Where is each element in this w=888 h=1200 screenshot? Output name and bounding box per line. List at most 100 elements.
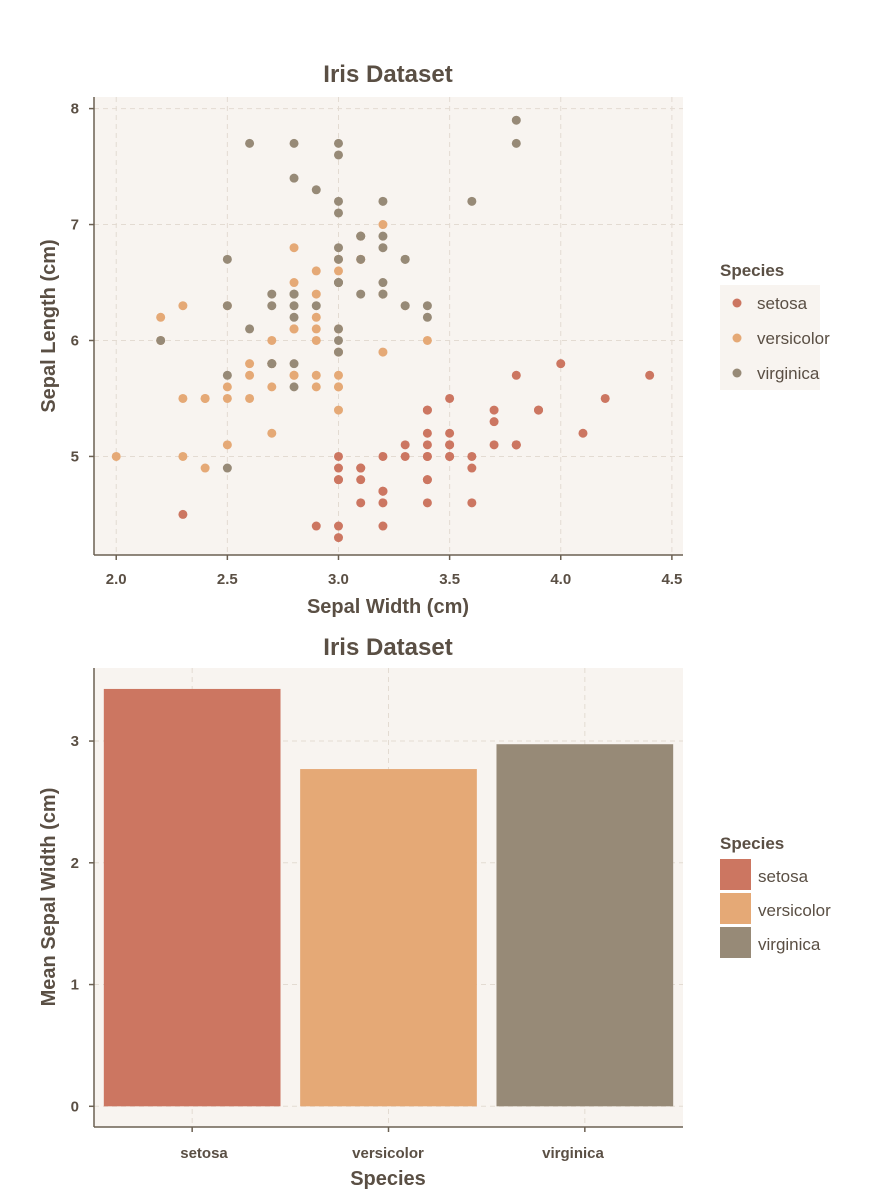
scatter-point-versicolor <box>200 463 210 473</box>
scatter-point-setosa <box>645 370 655 380</box>
scatter-point-versicolor <box>222 393 232 403</box>
scatter-point-virginica <box>467 196 477 206</box>
scatter-point-setosa <box>467 463 477 473</box>
scatter-y-tick-label: 5 <box>71 448 79 465</box>
scatter-point-versicolor <box>378 347 388 357</box>
scatter-point-virginica <box>222 254 232 264</box>
scatter-point-virginica <box>378 231 388 241</box>
scatter-point-setosa <box>378 521 388 531</box>
scatter-point-versicolor <box>200 393 210 403</box>
scatter-point-virginica <box>333 208 343 218</box>
bar-legend-label-virginica: virginica <box>758 935 821 954</box>
scatter-gridlines <box>94 97 683 555</box>
scatter-point-setosa <box>333 533 343 543</box>
scatter-point-virginica <box>333 254 343 264</box>
scatter-point-virginica <box>333 138 343 148</box>
scatter-x-tick-label: 2.0 <box>106 571 127 588</box>
scatter-point-setosa <box>422 428 432 438</box>
scatter-point-setosa <box>422 475 432 485</box>
scatter-y-ticks: 5 6 7 8 <box>71 101 94 465</box>
scatter-point-virginica <box>222 370 232 380</box>
scatter-point-setosa <box>489 440 499 450</box>
scatter-point-versicolor <box>156 312 166 322</box>
scatter-x-ticks: 2.0 2.5 3.0 3.5 4.0 4.5 <box>106 555 682 588</box>
scatter-x-axis-label: Sepal Width (cm) <box>307 596 469 618</box>
scatter-point-virginica <box>400 301 410 311</box>
scatter-point-virginica <box>378 289 388 299</box>
bar-legend-label-setosa: setosa <box>758 867 809 886</box>
scatter-point-setosa <box>378 451 388 461</box>
scatter-x-tick-label: 4.5 <box>661 571 682 588</box>
scatter-point-setosa <box>333 521 343 531</box>
scatter-point-setosa <box>489 405 499 415</box>
scatter-point-setosa <box>400 440 410 450</box>
scatter-point-virginica <box>267 289 277 299</box>
bar-y-tick-label: 3 <box>71 733 79 750</box>
scatter-point-virginica <box>333 243 343 253</box>
scatter-point-setosa <box>178 509 188 519</box>
scatter-point-setosa <box>422 440 432 450</box>
scatter-point-virginica <box>400 254 410 264</box>
scatter-point-versicolor <box>267 428 277 438</box>
bar-y-tick-label: 2 <box>71 855 79 872</box>
scatter-point-versicolor <box>245 370 255 380</box>
scatter-point-virginica <box>333 196 343 206</box>
scatter-point-setosa <box>445 393 455 403</box>
scatter-x-tick-label: 4.0 <box>550 571 571 588</box>
scatter-point-virginica <box>267 301 277 311</box>
bar-legend: Species setosa versicolor virginica <box>720 834 831 958</box>
scatter-point-virginica <box>333 324 343 334</box>
scatter-y-tick-label: 7 <box>71 217 79 234</box>
scatter-plot-panel <box>94 97 683 555</box>
scatter-point-setosa <box>489 417 499 427</box>
scatter-point-versicolor <box>311 370 321 380</box>
bar-category-label-setosa: setosa <box>180 1145 228 1162</box>
scatter-point-versicolor <box>222 382 232 392</box>
scatter-point-setosa <box>333 463 343 473</box>
scatter-point-versicolor <box>178 451 188 461</box>
scatter-point-versicolor <box>289 278 299 288</box>
scatter-point-setosa <box>378 486 388 496</box>
bar-category-label-versicolor: versicolor <box>352 1145 424 1162</box>
scatter-point-setosa <box>422 405 432 415</box>
scatter-point-virginica <box>333 278 343 288</box>
bar-versicolor <box>300 769 477 1107</box>
scatter-point-setosa <box>467 451 477 461</box>
scatter-point-virginica <box>422 312 432 322</box>
scatter-point-setosa <box>400 451 410 461</box>
scatter-point-versicolor <box>289 324 299 334</box>
bar-virginica <box>496 744 674 1107</box>
scatter-chart: 2.0 2.5 3.0 3.5 4.0 4.5 5 6 7 8 Iris Dataset Sep… <box>38 61 830 618</box>
scatter-point-setosa <box>578 428 588 438</box>
scatter-point-setosa <box>534 405 544 415</box>
scatter-x-tick-label: 3.0 <box>328 571 349 588</box>
scatter-point-virginica <box>378 243 388 253</box>
scatter-legend-marker-versicolor <box>732 333 742 343</box>
bar-legend-title: Species <box>720 834 784 853</box>
scatter-point-setosa <box>511 440 521 450</box>
scatter-point-setosa <box>333 451 343 461</box>
bar-title: Iris Dataset <box>323 634 452 661</box>
scatter-point-versicolor <box>333 266 343 276</box>
scatter-point-virginica <box>267 359 277 369</box>
scatter-point-setosa <box>356 498 366 508</box>
scatter-point-versicolor <box>267 335 277 345</box>
scatter-point-virginica <box>289 289 299 299</box>
scatter-title: Iris Dataset <box>323 61 452 88</box>
scatter-point-virginica <box>311 301 321 311</box>
bar-chart: 0 1 2 3 setosa versicolor virginica Iris Da… <box>38 634 831 1190</box>
scatter-legend-label-setosa: setosa <box>757 294 808 313</box>
scatter-legend-marker-virginica <box>732 368 742 378</box>
scatter-point-versicolor <box>333 370 343 380</box>
bar-x-axis-label: Species <box>350 1168 426 1190</box>
scatter-point-setosa <box>600 393 610 403</box>
bar-legend-label-versicolor: versicolor <box>758 901 831 920</box>
bar-legend-swatch-setosa <box>720 859 751 890</box>
scatter-point-virginica <box>289 301 299 311</box>
scatter-point-setosa <box>445 440 455 450</box>
bar-legend-swatch-virginica <box>720 927 751 958</box>
scatter-point-versicolor <box>311 266 321 276</box>
scatter-point-versicolor <box>422 335 432 345</box>
scatter-point-versicolor <box>378 220 388 230</box>
